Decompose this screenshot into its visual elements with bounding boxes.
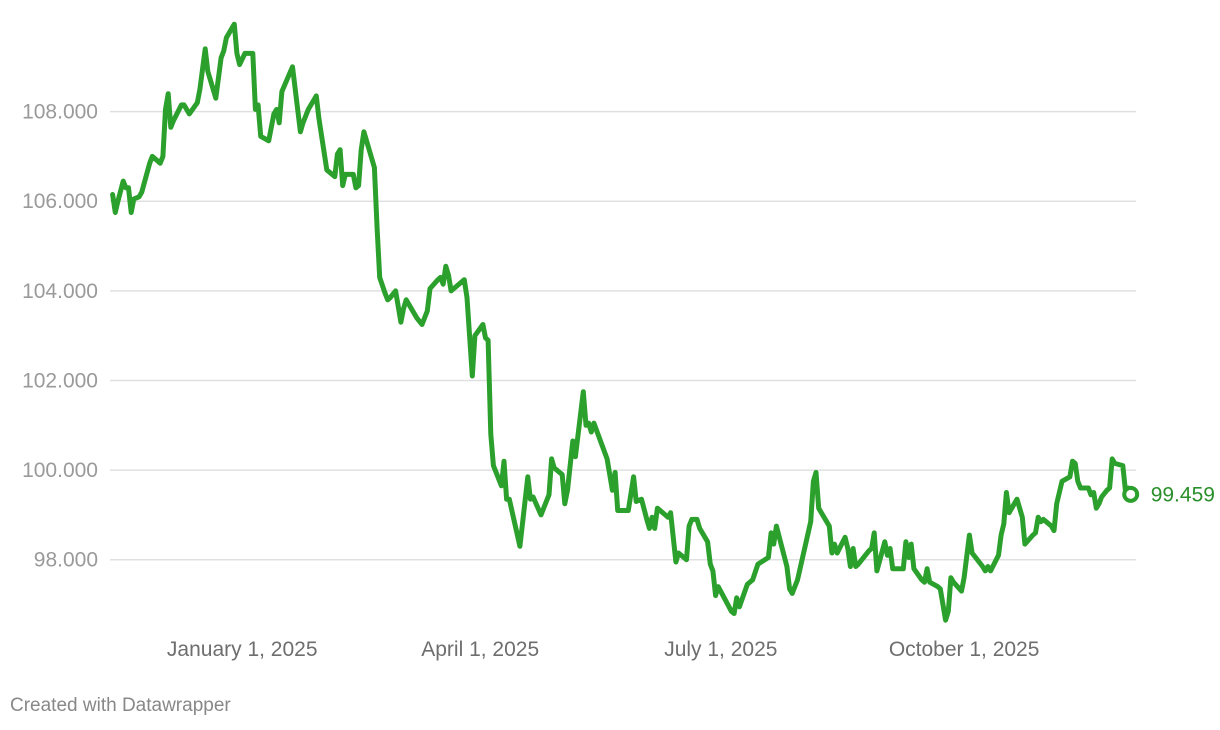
- last-value-label: 99.459: [1151, 483, 1215, 506]
- y-tick-label: 100.000: [22, 459, 98, 482]
- y-axis-labels: 98.000 100.000 102.000 104.000 106.000 108.00…: [22, 101, 98, 572]
- grid-lines: [110, 110, 1136, 561]
- series-layer: [110, 21, 1134, 623]
- x-axis-labels: January 1, 2025 April 1, 2025 July 1, 2025…: [167, 638, 1040, 661]
- x-tick-label: July 1, 2025: [664, 638, 777, 661]
- line-chart: 98.000 100.000 102.000 104.000 106.000 108.00…: [22, 21, 1215, 661]
- y-tick-label: 98.000: [34, 549, 98, 572]
- y-tick-label: 104.000: [22, 280, 98, 303]
- y-tick-label: 106.000: [22, 190, 98, 213]
- end-value-layer: 99.459: [1122, 483, 1215, 506]
- y-tick-label: 108.000: [22, 101, 98, 124]
- x-tick-label: April 1, 2025: [421, 638, 539, 661]
- x-tick-label: October 1, 2025: [889, 638, 1040, 661]
- last-value-marker: [1122, 485, 1140, 503]
- y-tick-label: 102.000: [22, 369, 98, 392]
- x-tick-label: January 1, 2025: [167, 638, 318, 661]
- series-line: [110, 21, 1134, 623]
- datawrapper-credit[interactable]: Created with Datawrapper: [10, 695, 231, 716]
